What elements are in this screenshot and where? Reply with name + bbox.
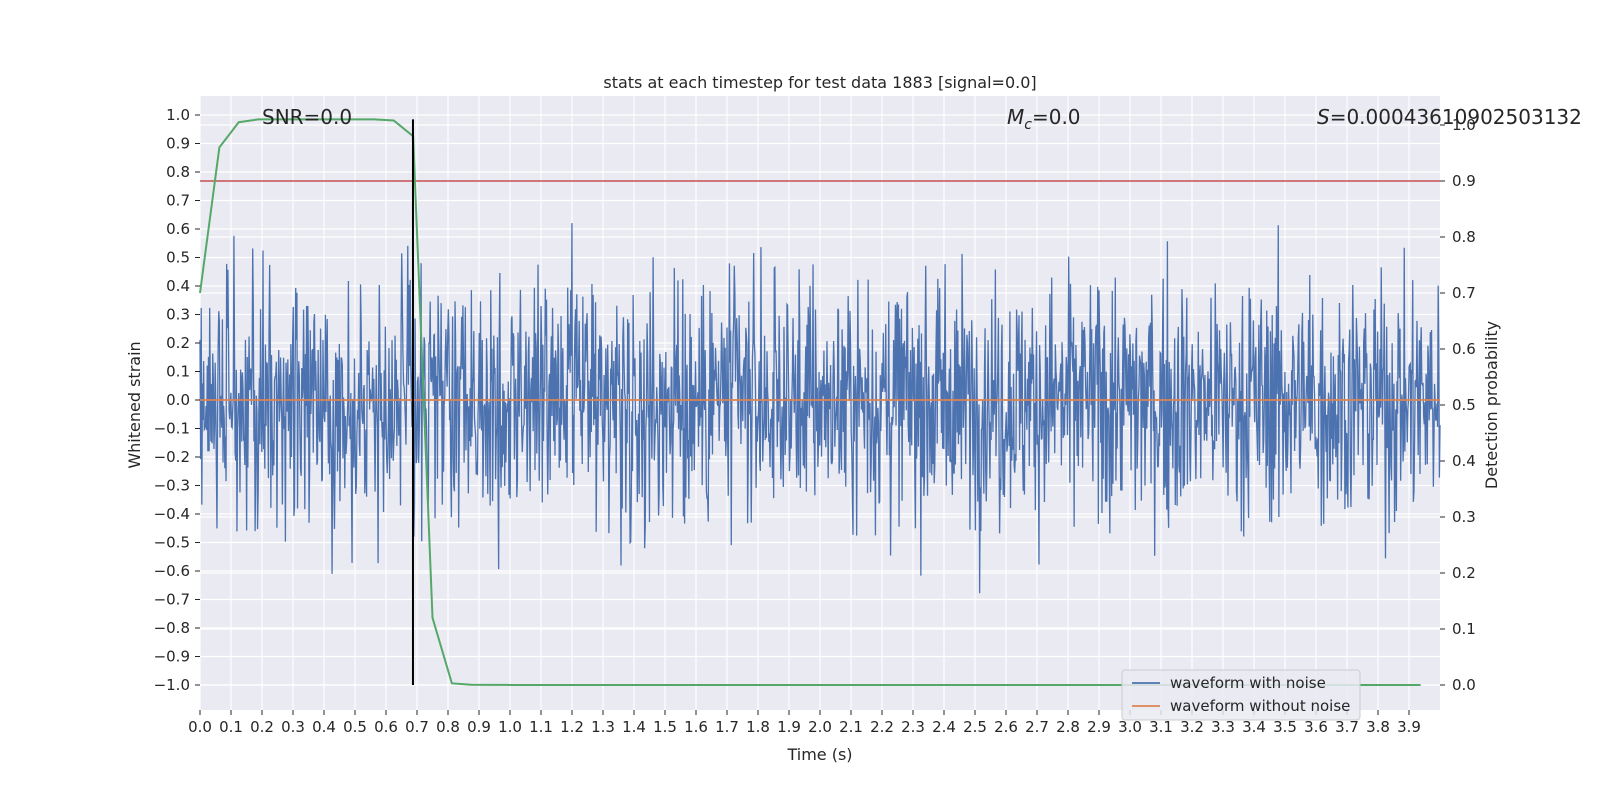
y-right-tick-label: 0.0 [1452, 676, 1476, 694]
y-tick-label: −0.9 [154, 648, 190, 666]
y-right-tick-label: 1.0 [1452, 116, 1476, 134]
x-tick-label: 2.7 [1025, 718, 1049, 736]
y-tick-label: 0.3 [166, 306, 190, 324]
x-tick-label: 0.6 [374, 718, 398, 736]
legend-box [1121, 669, 1361, 721]
x-tick-label: 0.7 [405, 718, 429, 736]
x-tick-label: 1.2 [560, 718, 584, 736]
x-tick-label: 1.9 [777, 718, 801, 736]
x-tick-label: 2.0 [808, 718, 832, 736]
s-symbol: S [1317, 105, 1330, 129]
x-tick-label: 0.8 [436, 718, 460, 736]
x-tick-label: 1.6 [684, 718, 708, 736]
x-tick-label: 0.4 [312, 718, 336, 736]
y-tick-label: 0.0 [166, 391, 190, 409]
x-tick-label: 3.7 [1335, 718, 1359, 736]
x-tick-label: 2.9 [1087, 718, 1111, 736]
s-value: =0.00043610902503132 [1330, 105, 1582, 129]
x-tick-label: 3.2 [1180, 718, 1204, 736]
y-right-tick-label: 0.9 [1452, 172, 1476, 190]
x-tick-label: 0.9 [467, 718, 491, 736]
x-tick-label: 3.5 [1273, 718, 1297, 736]
legend-label-clean: waveform without noise [1170, 697, 1350, 715]
legend-label-noise: waveform with noise [1170, 674, 1326, 692]
y-axis-left-ticks: 1.0 0.9 0.8 0.7 0.6 0.5 0.4 0.3 0.2 0.1 0.0 −0.1 −0.… [154, 106, 200, 694]
y-tick-label: 0.4 [166, 277, 190, 295]
x-tick-label: 2.8 [1056, 718, 1080, 736]
y-right-tick-label: 0.3 [1452, 508, 1476, 526]
x-tick-label: 3.4 [1242, 718, 1266, 736]
x-tick-label: 0.0 [188, 718, 212, 736]
x-tick-label: 3.6 [1304, 718, 1328, 736]
overlay-series [199, 118, 1440, 686]
s-annotation: S=0.00043610902503132 [1317, 105, 1582, 129]
y-axis-right-ticks: 1.0 0.9 0.8 0.7 0.6 0.5 0.4 0.3 0.2 0.1 0.0 [1440, 116, 1476, 694]
x-tick-label: 1.4 [622, 718, 646, 736]
x-tick-label: 2.1 [839, 718, 863, 736]
x-tick-label: 2.5 [963, 718, 987, 736]
y-tick-label: −0.2 [154, 448, 190, 466]
y-axis-right-label: Detection probability [1482, 321, 1501, 489]
y-tick-label: 1.0 [166, 106, 190, 124]
x-tick-label: 0.2 [250, 718, 274, 736]
x-tick-label: 3.0 [1118, 718, 1142, 736]
y-tick-label: −0.6 [154, 562, 190, 580]
x-tick-label: 0.5 [343, 718, 367, 736]
y-right-tick-label: 0.5 [1452, 396, 1476, 414]
y-right-tick-label: 0.7 [1452, 284, 1476, 302]
y-tick-label: 0.7 [166, 192, 190, 210]
x-tick-label: 0.3 [281, 718, 305, 736]
chirp-mass-value: =0.0 [1032, 105, 1081, 129]
y-tick-label: −0.7 [154, 591, 190, 609]
y-tick-label: −0.5 [154, 534, 190, 552]
x-tick-label: 3.3 [1211, 718, 1235, 736]
y-tick-label: 0.8 [166, 163, 190, 181]
chirp-mass-annotation: Mc=0.0 [1007, 105, 1081, 133]
y-right-tick-label: 0.2 [1452, 564, 1476, 582]
x-tick-label: 1.8 [746, 718, 770, 736]
x-tick-label: 3.8 [1366, 718, 1390, 736]
y-tick-label: −0.1 [154, 420, 190, 438]
x-tick-label: 1.0 [498, 718, 522, 736]
chirp-mass-subscript: c [1024, 117, 1032, 133]
snr-annotation: SNR=0.0 [262, 105, 352, 129]
y-tick-label: 0.6 [166, 220, 190, 238]
x-axis-ticks: 0.0 0.1 0.2 0.3 0.4 0.5 0.6 0.7 0.8 0.9 1.0 1.1 1.2 1… [188, 710, 1421, 736]
x-tick-label: 2.2 [870, 718, 894, 736]
x-tick-label: 2.3 [901, 718, 925, 736]
y-tick-label: 0.2 [166, 334, 190, 352]
y-tick-label: −0.3 [154, 477, 190, 495]
y-tick-label: −1.0 [154, 676, 190, 694]
chart-title: stats at each timestep for test data 188… [603, 73, 1036, 92]
x-axis-label: Time (s) [786, 745, 852, 764]
chirp-mass-symbol: M [1007, 105, 1024, 129]
x-tick-label: 2.4 [932, 718, 956, 736]
x-tick-label: 1.5 [653, 718, 677, 736]
y-tick-label: −0.8 [154, 619, 190, 637]
y-right-tick-label: 0.4 [1452, 452, 1476, 470]
y-tick-label: 0.5 [166, 249, 190, 267]
y-axis-label: Whitened strain [125, 341, 144, 468]
x-tick-label: 3.9 [1397, 718, 1421, 736]
x-tick-label: 2.6 [994, 718, 1018, 736]
x-tick-label: 1.1 [529, 718, 553, 736]
y-tick-label: 0.9 [166, 135, 190, 153]
y-right-tick-label: 0.1 [1452, 620, 1476, 638]
x-tick-label: 1.3 [591, 718, 615, 736]
y-right-tick-label: 0.6 [1452, 340, 1476, 358]
y-right-tick-label: 0.8 [1452, 228, 1476, 246]
y-tick-label: 0.1 [166, 363, 190, 381]
x-tick-label: 3.1 [1149, 718, 1173, 736]
x-tick-label: 1.7 [715, 718, 739, 736]
y-tick-label: −0.4 [154, 505, 190, 523]
x-tick-label: 0.1 [219, 718, 243, 736]
legend: waveform with noise waveform without noi… [1121, 669, 1361, 721]
